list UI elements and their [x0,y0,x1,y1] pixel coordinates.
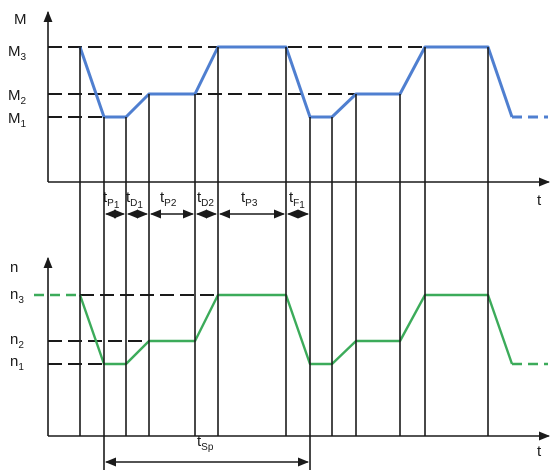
event-lines [79,47,489,470]
speed-time-label: t [537,443,542,460]
td2-interval-label: tD2 [197,189,214,209]
tsp-interval-label: tSp [197,433,214,453]
td1-interval-label: tD1 [126,189,143,211]
tp3-interval-label: tP3 [241,189,258,209]
torque-axis-label: M [14,11,27,28]
m2-level-label: M2 [8,87,27,107]
tf1-interval-label: tF1 [289,189,305,211]
n3-level-label: n3 [10,286,24,306]
tp1-interval-label: tP1 [103,189,120,211]
torque-curve [78,45,514,119]
tp2-interval-label: tP2 [160,189,177,209]
speed-curve [78,293,514,366]
torque-time-label: t [537,192,542,209]
n2-level-label: n2 [10,331,24,351]
m3-level-label: M3 [8,43,27,63]
speed-graph: n t n3 n2 n1 tSp [10,256,551,467]
m1-level-label: M1 [8,110,27,130]
n1-level-label: n1 [10,353,24,373]
speed-axis-label: n [10,259,18,276]
torque-graph: M t M3 M2 M1 tP1 tD1 tP2 tD2 [8,10,551,219]
